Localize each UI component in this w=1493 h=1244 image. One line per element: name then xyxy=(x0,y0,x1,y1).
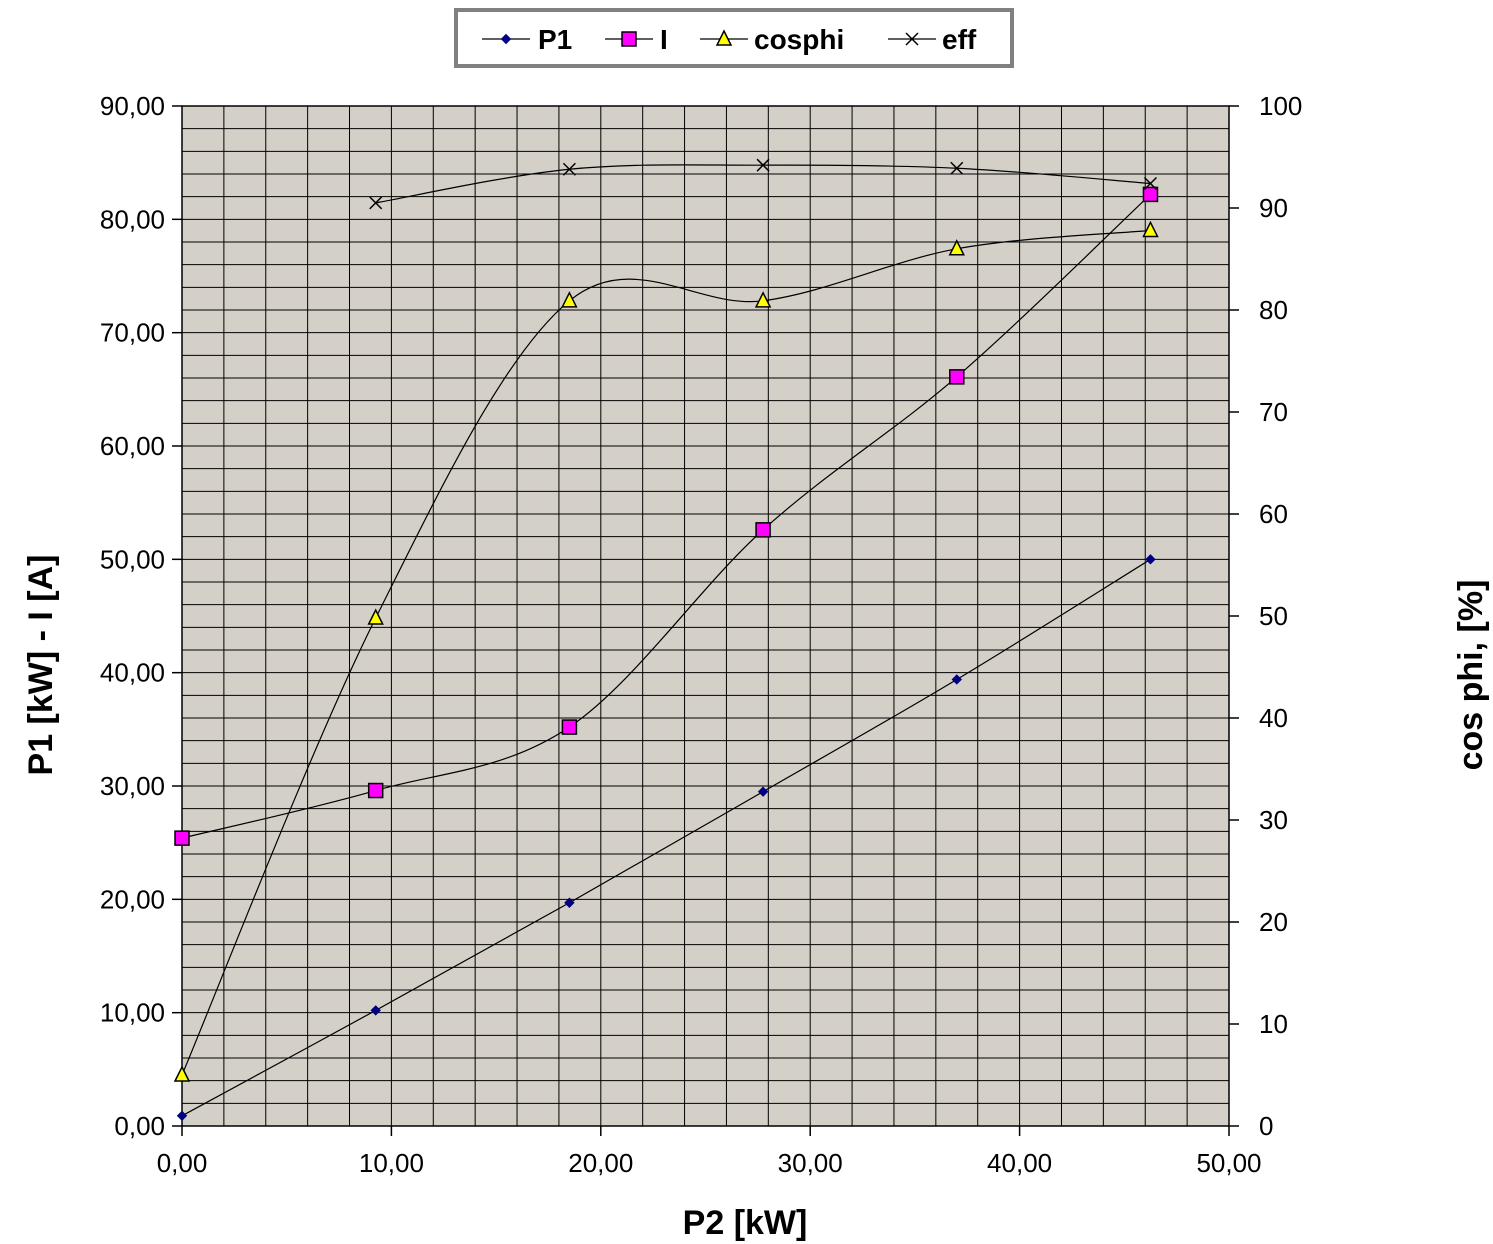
data-point-eff xyxy=(756,158,770,172)
y-right-tick-label: 50 xyxy=(1259,601,1288,631)
y-right-tick-label: 90 xyxy=(1259,193,1288,223)
grid xyxy=(182,106,1229,1126)
y-right-tick-label: 100 xyxy=(1259,91,1302,121)
y-left-tick-label: 10,00 xyxy=(100,998,165,1028)
series-line-p1 xyxy=(181,558,1151,1117)
legend-label-cosphi: cosphi xyxy=(754,24,844,55)
x-tick-label: 0,00 xyxy=(157,1148,208,1178)
series-markers xyxy=(173,158,1159,1122)
y-axis-left-title: P1 [kW] - I [A] xyxy=(22,555,60,776)
x-tick-label: 30,00 xyxy=(778,1148,843,1178)
axes: 0,00 10,00 20,00 30,00 40,00 50,00 0,00 10,00 20… xyxy=(100,91,1302,1178)
legend-box xyxy=(454,8,1014,68)
data-point-i xyxy=(949,369,965,385)
legend-label-p1: P1 xyxy=(538,24,572,55)
legend-marker-eff xyxy=(905,32,919,46)
legend-label-i: I xyxy=(660,24,668,55)
data-point-p1 xyxy=(370,1005,381,1016)
y-right-tick-label: 0 xyxy=(1259,1111,1273,1141)
legend-marker-cosphi xyxy=(715,29,733,46)
data-point-eff xyxy=(950,161,964,175)
data-point-i xyxy=(1142,186,1159,203)
legend-symbol-i xyxy=(621,31,637,47)
data-point-cosphi xyxy=(561,291,578,308)
y-right-tick-label: 30 xyxy=(1259,805,1288,835)
data-point-cosphi xyxy=(173,1065,191,1082)
data-point-i xyxy=(561,719,578,735)
legend-symbol-eff xyxy=(905,32,919,46)
y-right-tick-label: 80 xyxy=(1259,295,1288,325)
data-point-cosphi xyxy=(1142,220,1159,238)
data-point-cosphi xyxy=(367,608,384,625)
y-right-tick-label: 70 xyxy=(1259,397,1288,427)
y-left-tick-label: 50,00 xyxy=(100,544,165,574)
data-point-p1 xyxy=(564,897,575,908)
series-line-i xyxy=(181,193,1151,839)
x-axis-title: P2 [kW] xyxy=(683,1204,808,1242)
legend-marker-p1 xyxy=(500,33,512,45)
x-tick-label: 20,00 xyxy=(568,1148,633,1178)
y-right-tick-label: 40 xyxy=(1259,703,1288,733)
data-point-i xyxy=(367,782,384,799)
plot-background xyxy=(182,106,1229,1126)
data-point-eff xyxy=(562,162,576,176)
data-point-eff xyxy=(1143,176,1158,191)
y-axis-right-title: cos phi, [%] xyxy=(1452,580,1490,771)
data-point-p1 xyxy=(1145,554,1156,565)
y-right-tick-label: 20 xyxy=(1259,907,1288,937)
plot-area xyxy=(182,106,1229,1126)
y-left-tick-label: 60,00 xyxy=(100,431,165,461)
y-left-tick-label: 70,00 xyxy=(100,318,165,348)
data-point-cosphi xyxy=(754,291,772,308)
y-left-tick-label: 80,00 xyxy=(100,204,165,234)
y-left-tick-label: 0,00 xyxy=(114,1111,165,1141)
data-point-cosphi xyxy=(948,239,965,256)
x-tick-label: 50,00 xyxy=(1196,1148,1261,1178)
data-point-p1 xyxy=(757,786,769,797)
data-point-i xyxy=(174,830,190,846)
y-left-tick-label: 20,00 xyxy=(100,884,165,914)
x-tick-label: 40,00 xyxy=(987,1148,1052,1178)
legend-symbol-cosphi xyxy=(715,29,733,46)
legend-label-eff: eff xyxy=(942,24,977,55)
data-point-p1 xyxy=(951,674,962,685)
y-right-tick-label: 60 xyxy=(1259,499,1288,529)
data-point-eff xyxy=(369,196,383,210)
y-left-tick-label: 40,00 xyxy=(100,658,165,688)
legend-symbol-p1 xyxy=(500,33,512,45)
legend: P1 I cosphi eff xyxy=(454,8,1014,68)
legend-marker-i xyxy=(621,31,637,47)
y-left-tick-label: 90,00 xyxy=(100,91,165,121)
y-left-tick-label: 30,00 xyxy=(100,771,165,801)
data-point-p1 xyxy=(176,1110,188,1122)
x-tick-label: 10,00 xyxy=(359,1148,424,1178)
y-right-tick-label: 10 xyxy=(1259,1009,1288,1039)
data-point-i xyxy=(755,522,771,538)
